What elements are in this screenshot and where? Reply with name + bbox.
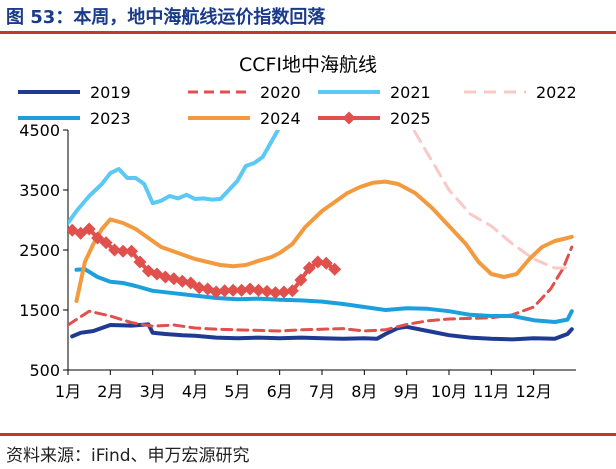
y-tick-label: 4500 [19,121,60,140]
data-point-2025 [260,284,274,298]
x-tick-label: 6月 [267,382,293,401]
data-point-2025 [235,283,249,297]
data-point-2025 [294,273,308,287]
data-point-2025 [133,255,147,269]
data-point-2025 [99,236,113,250]
data-point-2025 [91,231,105,245]
x-tick-label: 1月 [55,382,81,401]
x-tick-label: 5月 [224,382,250,401]
legend-label: 2022 [536,83,577,102]
series-line-2023 [74,267,574,324]
y-tick-label: 2500 [19,241,60,260]
legend-label: 2023 [90,109,131,128]
data-point-2025 [175,274,189,288]
series-line-2022 [411,130,574,270]
series-line-2024 [74,179,574,303]
source-note: 资料来源：iFind、申万宏源研究 [6,446,250,466]
legend-item-2019: 2019 [18,83,131,102]
data-point-2025 [277,285,291,299]
figure-header: 图 53：本周，地中海航线运价指数回落 [0,0,616,34]
y-tick-label: 500 [29,361,60,380]
chart-title: CCFI地中海航线 [238,54,378,76]
figure-title: 图 53：本周，地中海航线运价指数回落 [6,7,326,28]
legend-label: 2024 [260,109,301,128]
data-point-2025 [68,223,79,237]
x-tick-label: 3月 [140,382,166,401]
legend-item-2022: 2022 [464,83,577,102]
legend-label: 2021 [390,83,431,102]
data-point-2025 [328,262,342,276]
y-tick-label: 3500 [19,181,60,200]
x-tick-label: 4月 [182,382,208,401]
x-tick-label: 12月 [515,382,551,401]
data-point-2025 [226,283,240,297]
data-point-2025 [319,256,333,270]
y-tick-label: 1500 [19,301,60,320]
x-tick-label: 7月 [309,382,335,401]
figure-footer: 资料来源：iFind、申万宏源研究 [0,433,616,469]
legend-marker [342,111,356,125]
data-point-2025 [192,281,206,295]
x-tick-label: 8月 [351,382,377,401]
data-point-2025 [243,282,257,296]
legend-item-2024: 2024 [188,109,301,128]
data-point-2025 [285,284,299,298]
x-tick-label: 11月 [473,382,509,401]
x-tick-label: 10月 [431,382,467,401]
legend-item-2020: 2020 [188,83,301,102]
x-tick-label: 9月 [394,382,420,401]
legend-label: 2025 [390,109,431,128]
data-point-2025 [302,261,316,275]
data-point-2025 [184,276,198,290]
x-tick-label: 2月 [97,382,123,401]
legend-item-2023: 2023 [18,109,131,128]
legend-item-2021: 2021 [318,83,431,102]
data-point-2025 [252,283,265,297]
data-point-2025 [209,285,223,299]
data-point-2025 [116,244,130,258]
data-point-2025 [125,244,138,258]
data-point-2025 [311,255,325,269]
legend-label: 2019 [90,83,131,102]
legend-label: 2020 [260,83,301,102]
data-point-2025 [82,222,96,236]
legend-item-2025: 2025 [318,109,431,128]
data-point-2025 [158,270,172,284]
series-line-2021 [68,130,281,225]
data-point-2025 [268,286,282,300]
data-point-2025 [108,243,122,257]
data-point-2025 [218,284,232,298]
